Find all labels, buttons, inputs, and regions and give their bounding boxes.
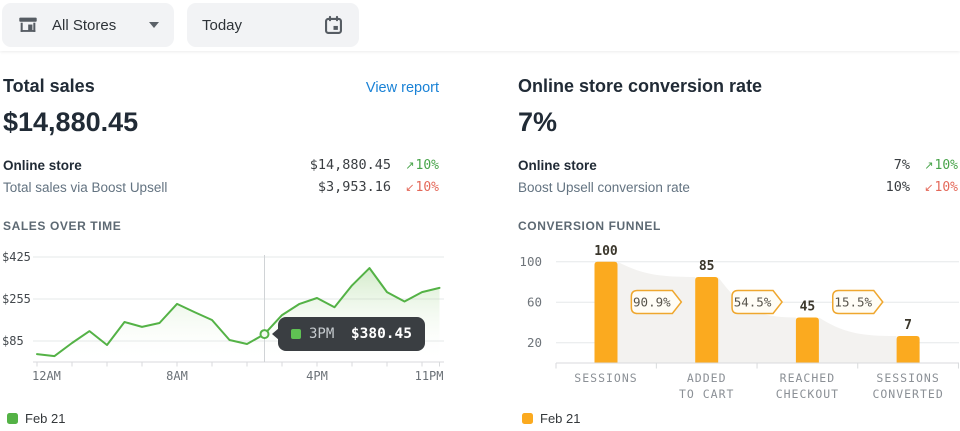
date-selector-label: Today (202, 16, 243, 34)
metric-row-boost-upsell-conversion: Boost Upsell conversion rate 10% 10% (518, 176, 958, 198)
change-percent: 10% (934, 157, 958, 173)
calendar-icon (325, 15, 342, 34)
metric-label: Total sales via Boost Upsell (3, 179, 168, 195)
legend-swatch-orange (522, 413, 533, 424)
svg-text:100: 100 (519, 254, 542, 269)
total-sales-value: $14,880.45 (3, 107, 139, 137)
svg-text:SESSIONS: SESSIONS (876, 371, 939, 385)
arrow-down-left-icon (405, 181, 414, 194)
svg-text:CONVERTED: CONVERTED (872, 387, 943, 401)
svg-text:7: 7 (904, 318, 912, 333)
svg-text:SESSIONS: SESSIONS (574, 371, 637, 385)
sales-over-time-label: SALES OVER TIME (3, 219, 122, 233)
change-badge-down: 10% (910, 180, 958, 195)
funnel-chart-legend: Feb 21 (522, 411, 580, 426)
total-sales-breakdown: Online store $14,880.45 10% Total sales … (3, 154, 439, 198)
svg-text:60: 60 (527, 294, 542, 309)
conversion-rate-value: 7% (518, 107, 558, 137)
svg-text:85: 85 (699, 259, 715, 274)
metric-value: $3,953.16 (317, 179, 391, 195)
store-selector-button[interactable]: All Stores (2, 3, 174, 47)
metric-label: Boost Upsell conversion rate (518, 179, 690, 195)
date-selector-button[interactable]: Today (187, 3, 359, 47)
change-badge-down: 10% (391, 180, 439, 195)
svg-text:12AM: 12AM (32, 369, 61, 383)
sales-chart-legend: Feb 21 (7, 411, 65, 426)
view-report-link[interactable]: View report (365, 80, 439, 96)
change-percent: 10% (934, 179, 958, 195)
change-badge-up: 10% (391, 158, 439, 173)
conversion-funnel-chart[interactable]: 20 60 100 100 85 45 7 90.9% 54.5% 15.5% SESSIONS AD… (518, 235, 960, 407)
legend-swatch-green (7, 413, 18, 424)
svg-text:15.5%: 15.5% (834, 295, 872, 310)
svg-text:45: 45 (800, 299, 816, 314)
svg-text:REACHED: REACHED (780, 371, 835, 385)
chart-tooltip: 3PM $380.45 (272, 317, 425, 351)
svg-text:20: 20 (527, 335, 542, 350)
chevron-down-icon (149, 22, 159, 28)
legend-label: Feb 21 (25, 411, 66, 426)
svg-text:$425: $425 (2, 250, 31, 264)
conversion-funnel-label: CONVERSION FUNNEL (518, 219, 661, 233)
svg-text:$255: $255 (2, 292, 31, 306)
metric-label: Online store (518, 157, 597, 173)
svg-text:90.9%: 90.9% (633, 295, 671, 310)
metric-row-online-store-sales: Online store $14,880.45 10% (3, 154, 439, 176)
svg-text:$85: $85 (2, 334, 24, 348)
metric-row-boost-upsell-sales: Total sales via Boost Upsell $3,953.16 1… (3, 176, 439, 198)
change-badge-up: 10% (910, 158, 958, 173)
topbar: All Stores Today (0, 0, 960, 51)
tooltip-time-label: 3PM (309, 326, 335, 342)
conversion-rate-title: Online store conversion rate (518, 76, 763, 96)
conversion-rate-header: Online store conversion rate (518, 76, 958, 97)
svg-text:100: 100 (594, 244, 618, 259)
svg-text:11PM: 11PM (415, 369, 444, 383)
store-selector-label: All Stores (52, 16, 117, 34)
metric-value: 10% (885, 179, 910, 195)
svg-text:ADDED: ADDED (687, 371, 727, 385)
change-percent: 10% (415, 157, 439, 173)
tooltip-series-swatch (291, 329, 301, 339)
metric-value: 7% (893, 157, 910, 173)
arrow-up-right-icon (924, 159, 933, 172)
svg-text:54.5%: 54.5% (734, 295, 772, 310)
arrow-down-left-icon (924, 181, 933, 194)
metric-value: $14,880.45 (309, 157, 391, 173)
arrow-up-right-icon (405, 159, 414, 172)
funnel-chart-svg: 20 60 100 100 85 45 7 90.9% 54.5% 15.5% SESSIONS AD… (519, 244, 959, 401)
svg-text:TO CART: TO CART (679, 387, 734, 401)
svg-text:8AM: 8AM (166, 369, 188, 383)
total-sales-header: Total sales View report (3, 76, 439, 97)
change-percent: 10% (415, 179, 439, 195)
conversion-breakdown: Online store 7% 10% Boost Upsell convers… (518, 154, 958, 198)
total-sales-title: Total sales (3, 76, 95, 96)
storefront-icon (19, 17, 37, 32)
svg-text:CHECKOUT: CHECKOUT (776, 387, 839, 401)
metric-row-online-store-conversion: Online store 7% 10% (518, 154, 958, 176)
sales-over-time-chart[interactable]: $85 $255 $425 12AM 8AM 4PM 11PM 3PM $380.45 (0, 250, 448, 385)
metric-label: Online store (3, 157, 82, 173)
tooltip-value: $380.45 (350, 326, 412, 342)
svg-text:4PM: 4PM (306, 369, 328, 383)
legend-label: Feb 21 (540, 411, 581, 426)
